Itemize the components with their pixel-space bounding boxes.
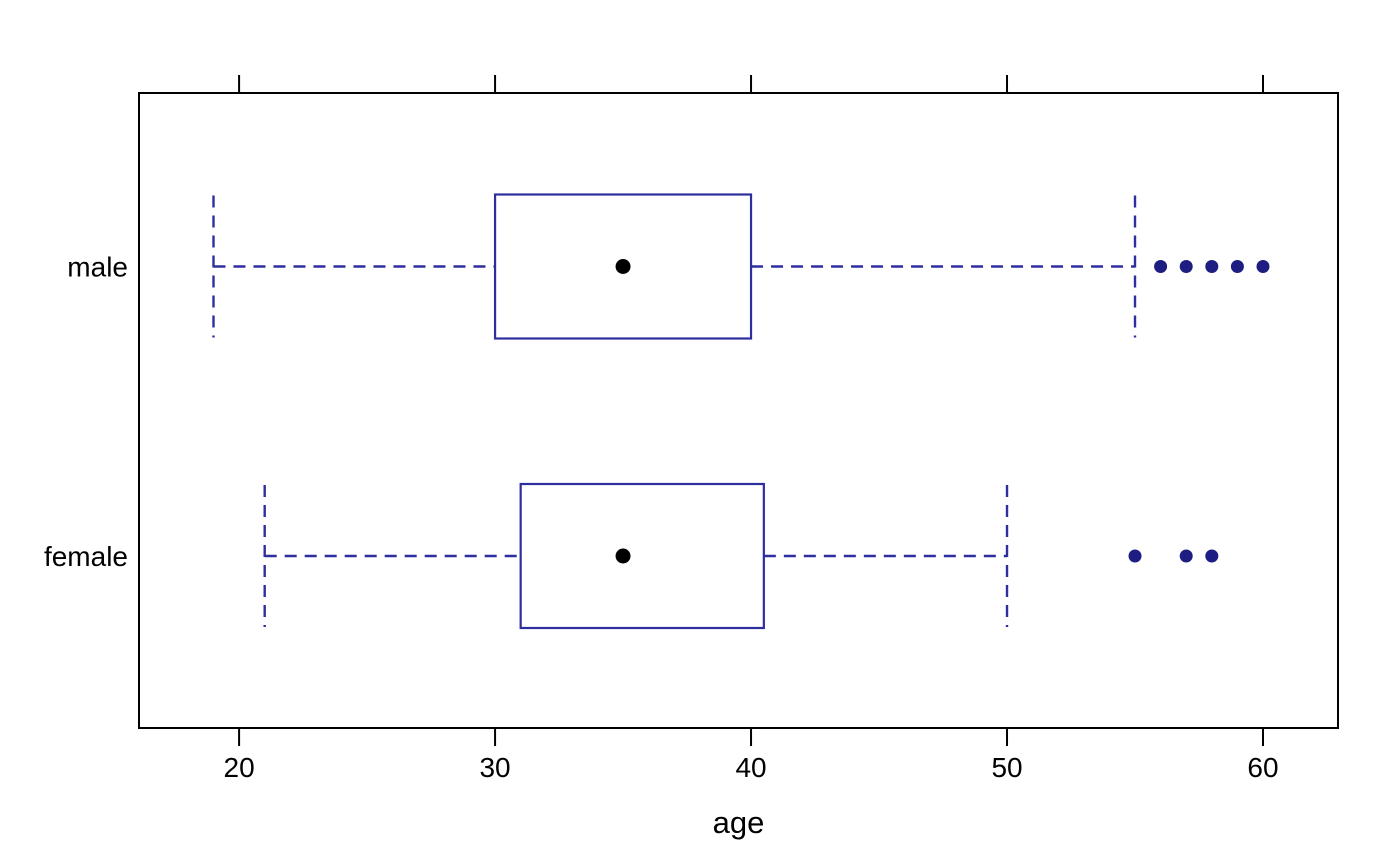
plot-border — [138, 92, 1339, 729]
outlier-dot-male — [1256, 260, 1270, 273]
x-tick-label: 40 — [735, 752, 766, 783]
median-dot-female — [615, 548, 631, 564]
outlier-dot-female — [1128, 549, 1142, 563]
x-tick-label: 20 — [224, 752, 255, 783]
outlier-dot-male — [1179, 260, 1193, 273]
x-tick-label: 60 — [1247, 752, 1278, 783]
x-tick-label: 30 — [479, 752, 510, 783]
median-dot-male — [615, 259, 631, 274]
iqr-box-female — [519, 482, 765, 630]
outlier-dot-male — [1154, 260, 1168, 273]
x-tick-label: 50 — [991, 752, 1022, 783]
group-label-male: male — [67, 252, 128, 283]
group-label-female: female — [44, 541, 128, 572]
outlier-dot-female — [1205, 549, 1219, 563]
outlier-dot-female — [1179, 549, 1193, 563]
outlier-dot-male — [1205, 260, 1219, 273]
x-axis-title: age — [713, 805, 765, 840]
outlier-dot-male — [1230, 260, 1244, 273]
